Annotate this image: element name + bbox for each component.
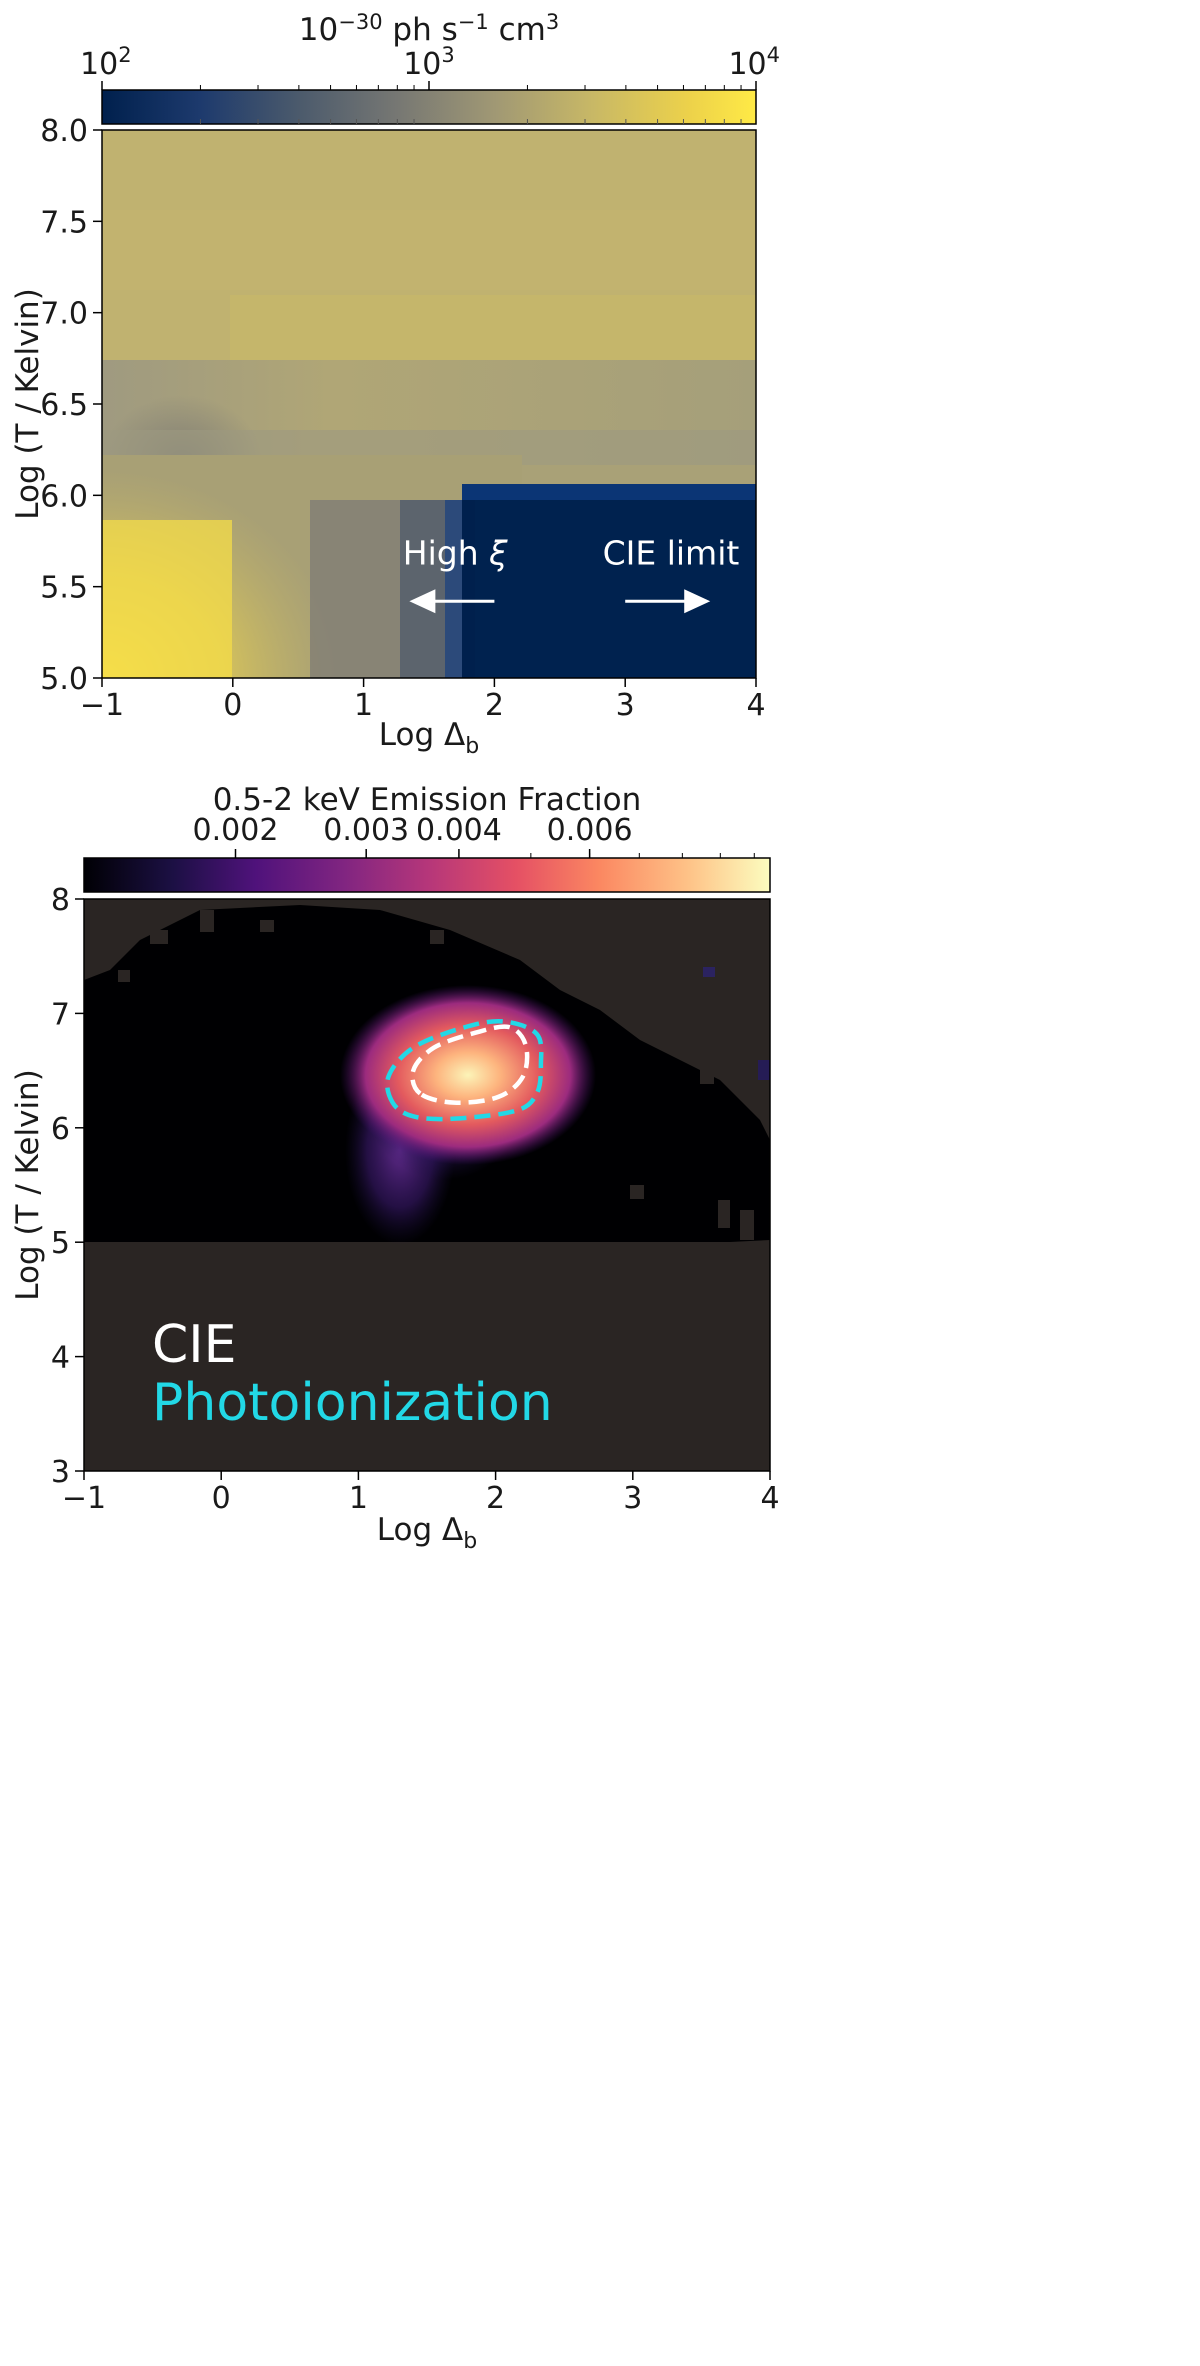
x-axis-1-tick-label: 1: [354, 688, 373, 723]
y-axis-2-tick-label: 7: [51, 997, 70, 1032]
legend-2: CIE Photoionization: [152, 1315, 553, 1433]
annotation-high-xi: High ξ: [403, 534, 508, 573]
legend-entry-photoionization: Photoionization: [152, 1373, 553, 1433]
y-axis-1-tick-label: 8.0: [40, 114, 88, 149]
y-axis-2-tick-label: 8: [51, 883, 70, 918]
y-axis-1-tick-label: 5.5: [40, 571, 88, 606]
legend-entry-cie: CIE: [152, 1315, 237, 1375]
colorbar-2-gradient: [83, 857, 771, 893]
x-axis-2-tick-label: 3: [623, 1481, 642, 1516]
colorbar-2-tick-label: 0.003: [323, 813, 409, 848]
x-axis-2-tick-label: −1: [62, 1481, 106, 1516]
colorbar-2-tick-label: 0.006: [547, 813, 633, 848]
y-axis-1-tick-label: 6.5: [40, 388, 88, 423]
x-axis-2-tick-label: 1: [349, 1481, 368, 1516]
contour-photoionization: [384, 1019, 544, 1122]
x-axis-2-tick-label: 0: [212, 1481, 231, 1516]
annotations-1: High ξ CIE limit: [403, 534, 740, 614]
arrow-left-icon: [409, 589, 495, 614]
x-axis-2: −1 0 1 2 3 4: [62, 1471, 780, 1516]
annotation-cie-limit: CIE limit: [603, 534, 740, 573]
x-axis-2-tick-label: 4: [760, 1481, 779, 1516]
colorbar-1-label: 10−30 ph s−1 cm3: [299, 10, 559, 48]
y-axis-1: 5.0 5.5 6.0 6.5 7.0 7.5 8.0: [40, 114, 102, 697]
y-axis-2-tick-label: 6: [51, 1112, 70, 1147]
panel-1: 102 103 104 10−30 ph s−1 cm3 High ξ: [10, 10, 780, 759]
colorbar-2: 0.5-2 keV Emission Fraction 0.002 0.003 0.…: [83, 782, 771, 893]
contours-2: [384, 1019, 544, 1122]
y-axis-2: 3 4 5 6 7 8: [51, 883, 84, 1490]
colorbar-1-gradient: [101, 89, 757, 125]
x-axis-1-tick-label: 4: [746, 688, 765, 723]
y-axis-1-tick-label: 7.0: [40, 297, 88, 332]
panel-2: 0.5-2 keV Emission Fraction 0.002 0.003 0.…: [10, 782, 780, 1554]
colorbar-1-tick-label: 103: [403, 43, 455, 82]
x-axis-1: −1 0 1 2 3 4: [80, 678, 766, 723]
y-axis-1-tick-label: 7.5: [40, 205, 88, 240]
x-axis-1-tick-label: 2: [485, 688, 504, 723]
colorbar-1-tick-label: 102: [80, 43, 132, 82]
colorbar-2-label: 0.5-2 keV Emission Fraction: [213, 782, 642, 818]
arrow-right-icon: [625, 589, 711, 614]
heatmap-1: [102, 130, 756, 678]
y-axis-2-label: Log (T / Kelvin): [10, 1069, 46, 1301]
y-axis-1-tick-label: 5.0: [40, 662, 88, 697]
y-axis-2-tick-label: 5: [51, 1226, 70, 1261]
colorbar-1-tick-label: 104: [728, 43, 780, 82]
colorbar-1: 102 103 104 10−30 ph s−1 cm3: [80, 10, 780, 125]
x-axis-2-tick-label: 2: [486, 1481, 505, 1516]
x-axis-2-label: Log Δb: [377, 1512, 477, 1554]
x-axis-1-label: Log Δb: [379, 717, 479, 759]
contour-cie: [410, 1024, 530, 1105]
y-axis-1-label: Log (T / Kelvin): [10, 288, 46, 520]
y-axis-2-tick-label: 3: [51, 1455, 70, 1490]
x-axis-1-tick-label: 0: [223, 688, 242, 723]
x-axis-1-tick-label: −1: [80, 688, 124, 723]
y-axis-2-tick-label: 4: [51, 1341, 70, 1376]
x-axis-1-tick-label: 3: [616, 688, 635, 723]
y-axis-1-tick-label: 6.0: [40, 479, 88, 514]
colorbar-2-tick-label: 0.002: [193, 813, 279, 848]
colorbar-2-tick-label: 0.004: [416, 813, 502, 848]
